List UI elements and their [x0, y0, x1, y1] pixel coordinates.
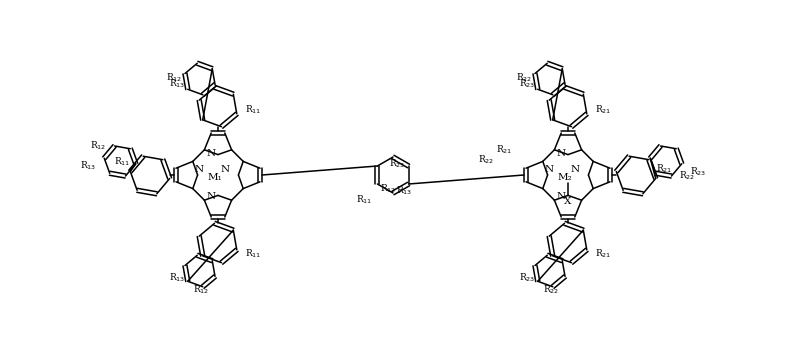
Text: N: N: [221, 164, 230, 174]
Text: R$_{11}$: R$_{11}$: [356, 194, 373, 206]
Text: R$_{11}$: R$_{11}$: [245, 248, 261, 260]
Text: R$_{23}$: R$_{23}$: [518, 77, 535, 90]
Text: N: N: [557, 192, 566, 201]
Text: M₁: M₁: [208, 172, 222, 181]
Text: R$_{11}$: R$_{11}$: [114, 155, 130, 168]
Text: R$_{23}$: R$_{23}$: [518, 271, 535, 284]
Text: N: N: [206, 149, 215, 158]
Text: R$_{22}$: R$_{22}$: [478, 154, 494, 166]
Text: R$_{23}$: R$_{23}$: [390, 158, 406, 170]
Text: R$_{12}$: R$_{12}$: [90, 140, 106, 152]
Text: N: N: [194, 164, 203, 174]
Text: R$_{22}$: R$_{22}$: [679, 170, 696, 182]
Text: R$_{13}$: R$_{13}$: [80, 160, 96, 172]
Text: R$_{13}$: R$_{13}$: [396, 185, 412, 197]
Text: N: N: [206, 192, 215, 201]
Text: N: N: [544, 164, 553, 174]
Text: R$_{12}$: R$_{12}$: [193, 283, 209, 296]
Text: R$_{21}$: R$_{21}$: [655, 162, 672, 175]
Text: R$_{21}$: R$_{21}$: [594, 248, 611, 260]
Text: N: N: [571, 164, 580, 174]
Text: R$_{23}$: R$_{23}$: [690, 166, 706, 178]
Text: R$_{21}$: R$_{21}$: [496, 144, 512, 156]
Text: R$_{22}$: R$_{22}$: [517, 71, 533, 84]
Text: R$_{13}$: R$_{13}$: [169, 77, 185, 90]
Text: M₂: M₂: [558, 172, 572, 181]
Text: R$_{13}$: R$_{13}$: [169, 271, 185, 284]
Text: N: N: [557, 149, 566, 158]
Text: R$_{11}$: R$_{11}$: [245, 104, 261, 116]
Text: R$_{12}$: R$_{12}$: [381, 183, 397, 195]
Text: R$_{12}$: R$_{12}$: [166, 71, 182, 84]
Text: R$_{22}$: R$_{22}$: [542, 283, 559, 296]
Text: R$_{21}$: R$_{21}$: [594, 104, 611, 116]
Text: X: X: [564, 196, 572, 205]
